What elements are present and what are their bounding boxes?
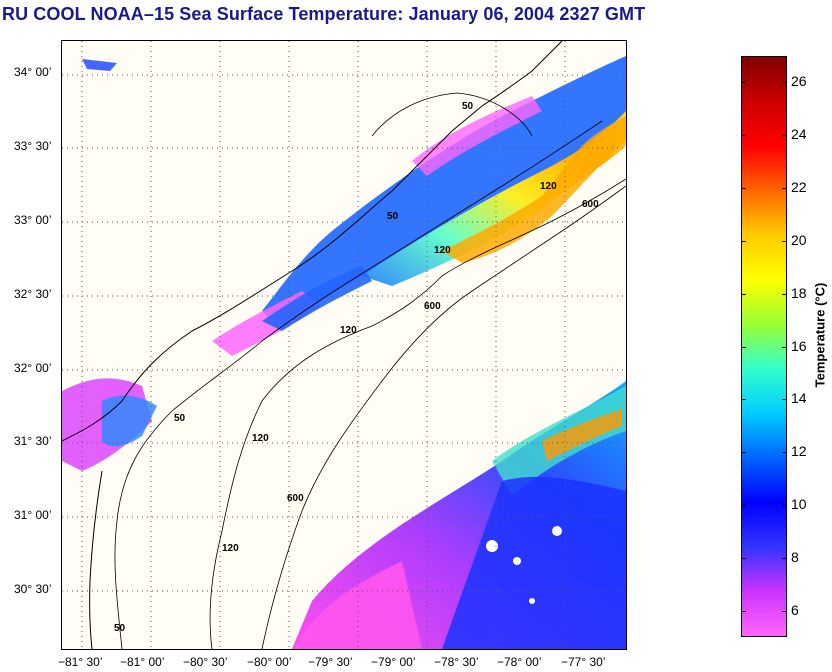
colorbar-tick-mark (782, 188, 787, 190)
colorbar-tick-mark (741, 557, 746, 559)
colorbar-tick-mark (741, 399, 746, 401)
contour-label: 50 (387, 211, 399, 222)
colorbar-tick-mark (782, 504, 787, 506)
colorbar-tick-mark (741, 82, 746, 84)
colorbar-tick-label: 20 (791, 231, 807, 248)
lon-label: −78° 00’ (497, 655, 542, 669)
contour-label: 120 (222, 543, 239, 554)
isobath-600 (261, 185, 626, 649)
sst-map: 50 50 50 120 120 120 120 600 600 600 120… (61, 40, 627, 650)
lon-label: −80° 30’ (183, 655, 228, 669)
contour-label: 50 (462, 101, 474, 112)
colorbar-tick-label: 12 (791, 443, 807, 460)
contour-label: 600 (287, 493, 304, 504)
graticule (62, 41, 626, 649)
colorbar-tick-mark (782, 240, 787, 242)
lat-label: 31° 30’ (14, 434, 52, 448)
map-canvas: 50 50 50 120 120 120 120 600 600 600 120… (62, 41, 626, 649)
page-title: RU COOL NOAA–15 Sea Surface Temperature:… (2, 4, 646, 24)
lon-label: −79° 30’ (308, 655, 353, 669)
contour-label: 50 (174, 413, 186, 424)
colorbar-tick-mark (741, 188, 746, 190)
colorbar-tick-label: 14 (791, 390, 807, 407)
colorbar-tick-mark (741, 240, 746, 242)
colorbar-tick-label: 26 (791, 73, 807, 90)
coastline (62, 41, 563, 649)
colorbar-tick-label: 24 (791, 126, 807, 143)
colorbar-tick-mark (741, 610, 746, 612)
contour-label: 600 (424, 301, 441, 312)
lon-label: −78° 30’ (434, 655, 479, 669)
lon-label: −77° 30’ (561, 655, 606, 669)
colorbar-tick-label: 6 (791, 601, 799, 618)
contour-label: 50 (114, 623, 126, 634)
lat-label: 31° 00’ (14, 508, 52, 522)
colorbar-tick-label: 18 (791, 284, 807, 301)
contour-label: 120 (540, 181, 557, 192)
lon-label: −79° 00’ (371, 655, 416, 669)
lat-label: 30° 30’ (14, 582, 52, 596)
colorbar-tick-mark (782, 346, 787, 348)
lat-label: 32° 30’ (14, 287, 52, 301)
lon-label: −80° 00’ (247, 655, 292, 669)
colorbar-tick-label: 10 (791, 495, 807, 512)
colorbar-tick-mark (782, 293, 787, 295)
contour-label: 120 (340, 325, 357, 336)
lon-label: −81° 00’ (120, 655, 165, 669)
colorbar-tick-mark (741, 452, 746, 454)
lat-label: 34° 00’ (14, 65, 52, 79)
contour-label: 600 (582, 199, 599, 210)
lat-label: 33° 00’ (14, 213, 52, 227)
contour-label: 120 (252, 433, 269, 444)
colorbar-tick-mark (741, 504, 746, 506)
colorbar-tick-label: 22 (791, 179, 807, 196)
colorbar-tick-mark (782, 399, 787, 401)
isobath-120 (209, 178, 626, 649)
contour-labels: 50 50 50 120 120 120 120 600 600 600 120… (114, 101, 599, 634)
lat-label: 33° 30’ (14, 139, 52, 153)
gulf-stream-band (62, 56, 626, 471)
southern-sst-swath (292, 381, 626, 649)
colorbar-tick-mark (782, 557, 787, 559)
isobath-50 (114, 92, 603, 649)
temperature-colorbar (741, 56, 787, 637)
colorbar-tick-mark (741, 135, 746, 137)
colorbar-tick-mark (782, 452, 787, 454)
colorbar-tick-label: 8 (791, 548, 799, 565)
colorbar-title: Temperature (°C) (812, 282, 828, 388)
colorbar-tick-mark (782, 82, 787, 84)
colorbar-tick-mark (782, 135, 787, 137)
colorbar-tick-mark (741, 293, 746, 295)
contour-label: 120 (434, 245, 451, 256)
colorbar-tick-label: 16 (791, 337, 807, 354)
colorbar-tick-mark (741, 346, 746, 348)
lon-label: −81° 30’ (58, 655, 103, 669)
colorbar-tick-mark (782, 610, 787, 612)
lat-label: 32° 00’ (14, 361, 52, 375)
